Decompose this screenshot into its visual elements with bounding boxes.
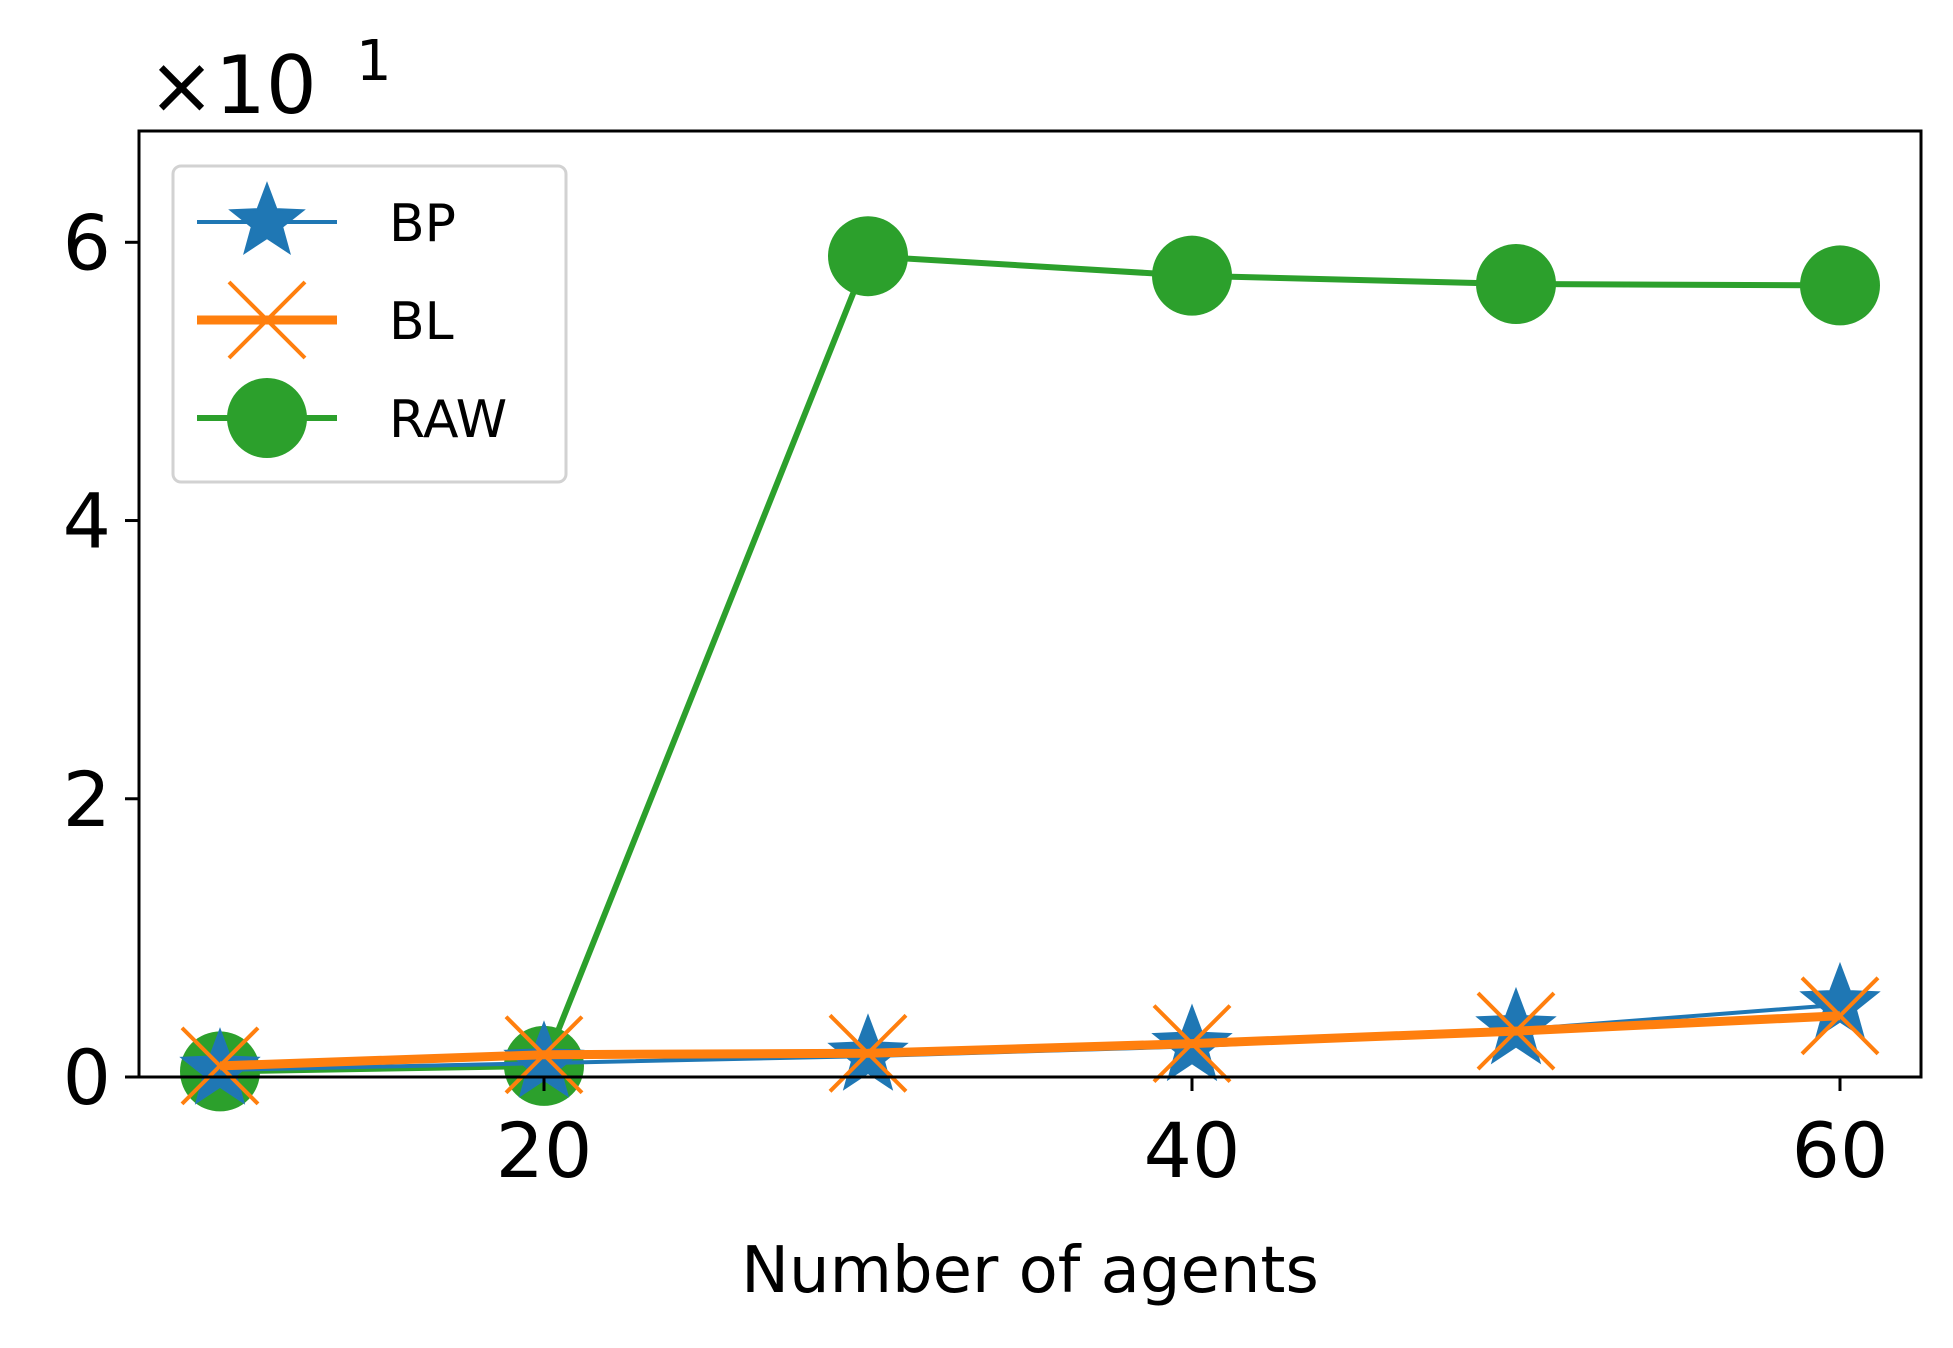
y-tick-label: 0	[63, 1033, 111, 1122]
x-axis: 20 40 60	[496, 1077, 1889, 1195]
x-tick-label: 20	[496, 1106, 593, 1195]
data-point-bp	[1475, 986, 1557, 1065]
y-tick-label: 6	[63, 198, 111, 287]
data-point-raw	[828, 216, 908, 297]
y-tick-label: 4	[63, 477, 111, 566]
series-layer	[179, 216, 1881, 1112]
series-bl	[180, 976, 1880, 1106]
y-multiplier-base: ×10	[148, 39, 317, 132]
legend-marker	[227, 280, 307, 360]
data-point-raw	[1800, 245, 1880, 326]
data-point-bl	[828, 1013, 908, 1093]
x-tick-label: 40	[1144, 1106, 1241, 1195]
data-point-bl	[1152, 1004, 1232, 1084]
y-axis: 0 2 4 6	[63, 198, 139, 1122]
legend-label: BP	[389, 194, 456, 254]
legend-item-bp: BP	[197, 181, 456, 255]
legend-label: RAW	[389, 390, 507, 450]
data-point-bp	[1799, 961, 1881, 1040]
series-line-bl	[219, 1011, 1841, 1071]
legend-item-bl: BL	[197, 280, 454, 360]
legend-item-raw: RAW	[197, 378, 507, 458]
legend-marker	[228, 181, 306, 255]
y-multiplier-exponent: 1	[356, 29, 392, 94]
series-line-raw	[219, 253, 1841, 1075]
plot-frame	[137, 129, 1923, 1079]
legend-label: BL	[389, 292, 454, 352]
data-point-bl	[504, 1015, 584, 1095]
y-tick-label: 2	[63, 755, 111, 844]
data-point-raw	[1476, 244, 1556, 325]
legend-marker	[227, 378, 307, 458]
y-multiplier: ×10 1	[148, 29, 392, 132]
x-axis-label: Number of agents	[741, 1234, 1319, 1308]
x-tick-label: 60	[1792, 1106, 1889, 1195]
legend: BP BL RAW	[171, 164, 568, 484]
data-point-bl	[180, 1026, 260, 1106]
data-point-bl	[1800, 976, 1880, 1056]
data-point-raw	[1152, 235, 1232, 316]
data-point-bl	[1476, 991, 1556, 1071]
